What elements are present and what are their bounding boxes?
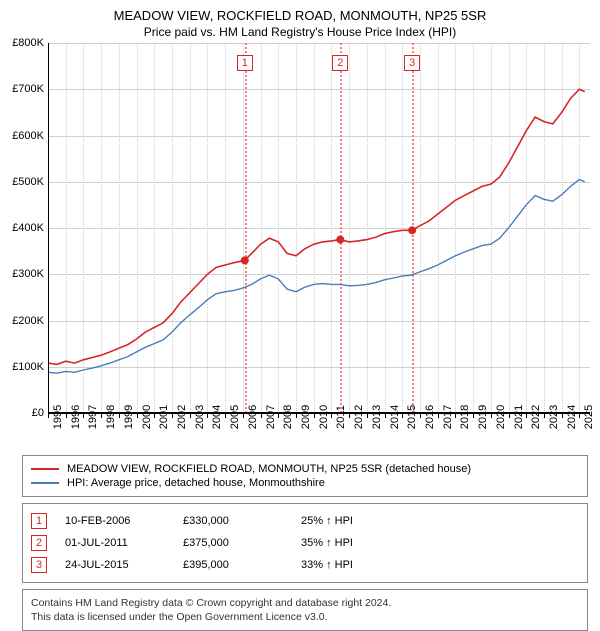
y-tick-label: £400K [12,222,48,234]
y-tick-label: £700K [12,83,48,95]
attribution-line: This data is licensed under the Open Gov… [31,610,579,624]
y-tick-label: £200K [12,315,48,327]
legend-label: MEADOW VIEW, ROCKFIELD ROAD, MONMOUTH, N… [67,463,471,475]
event-num-box: 1 [31,513,47,529]
x-axis [48,412,590,413]
line-layer [48,43,590,413]
sale-marker [408,226,416,234]
y-tick-label: £500K [12,176,48,188]
series-subject [48,89,585,364]
event-delta: 33% ↑ HPI [301,559,579,571]
legend: MEADOW VIEW, ROCKFIELD ROAD, MONMOUTH, N… [22,455,588,497]
legend-row: HPI: Average price, detached house, Monm… [31,476,579,490]
event-price: £375,000 [183,537,283,549]
event-price: £330,000 [183,515,283,527]
legend-row: MEADOW VIEW, ROCKFIELD ROAD, MONMOUTH, N… [31,462,579,476]
event-row: 1 10-FEB-2006 £330,000 25% ↑ HPI [31,510,579,532]
plot-area: £0£100K£200K£300K£400K£500K£600K£700K£80… [48,43,590,413]
event-date: 01-JUL-2011 [65,537,165,549]
legend-label: HPI: Average price, detached house, Monm… [67,477,325,489]
attribution: Contains HM Land Registry data © Crown c… [22,589,588,631]
y-tick-label: £800K [12,37,48,49]
y-tick-label: £300K [12,268,48,280]
event-row: 2 01-JUL-2011 £375,000 35% ↑ HPI [31,532,579,554]
y-axis [48,43,49,413]
event-num-box: 3 [31,557,47,573]
sale-marker [241,256,249,264]
y-tick-label: £600K [12,130,48,142]
y-tick-label: £0 [32,407,48,419]
event-table: 1 10-FEB-2006 £330,000 25% ↑ HPI 2 01-JUL-201… [22,503,588,583]
event-delta: 35% ↑ HPI [301,537,579,549]
event-delta: 25% ↑ HPI [301,515,579,527]
chart-title: MEADOW VIEW, ROCKFIELD ROAD, MONMOUTH, N… [0,0,600,23]
legend-swatch [31,482,59,484]
event-num-box: 2 [31,535,47,551]
attribution-line: Contains HM Land Registry data © Crown c… [31,596,579,610]
chart-subtitle: Price paid vs. HM Land Registry's House … [0,23,600,43]
chart-container: MEADOW VIEW, ROCKFIELD ROAD, MONMOUTH, N… [0,0,600,590]
sale-marker [336,236,344,244]
event-row: 3 24-JUL-2015 £395,000 33% ↑ HPI [31,554,579,576]
event-date: 24-JUL-2015 [65,559,165,571]
y-tick-label: £100K [12,361,48,373]
event-price: £395,000 [183,559,283,571]
event-date: 10-FEB-2006 [65,515,165,527]
legend-swatch [31,468,59,470]
